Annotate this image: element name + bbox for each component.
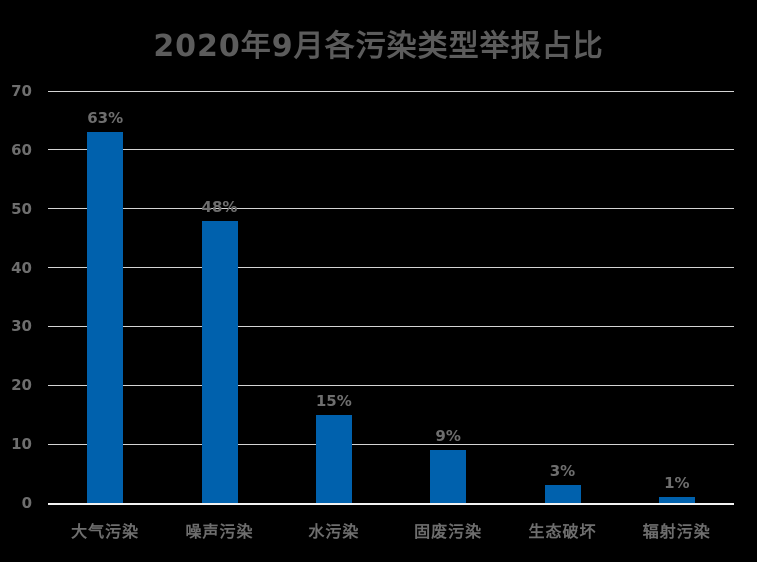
bar-value-label: 48% (201, 197, 238, 216)
y-tick-label: 70 (11, 82, 32, 100)
gridline (48, 267, 734, 269)
bar (658, 497, 695, 503)
bar (544, 485, 581, 503)
gridline (48, 443, 734, 445)
bar-value-label: 15% (315, 391, 352, 410)
x-category-label: 大气污染 (71, 522, 140, 541)
chart-title: 2020年9月各污染类型举报占比 (153, 29, 604, 64)
y-tick-label: 40 (11, 258, 32, 277)
gridline (48, 325, 734, 327)
gridline (48, 384, 734, 386)
bar-value-label: 3% (549, 462, 576, 481)
bar (430, 450, 467, 503)
y-tick-label: 50 (11, 199, 32, 218)
x-category-label: 噪声污染 (185, 522, 254, 541)
plot-area: 63% 48% 15% 9% 3% 1% (48, 90, 734, 505)
x-category-label: 固废污染 (414, 522, 483, 541)
x-category-label: 水污染 (308, 522, 360, 541)
y-tick-label: 30 (11, 317, 32, 336)
x-category-label: 生态破坏 (528, 522, 597, 541)
y-tick-label: 0 (21, 494, 32, 512)
bar-value-label: 63% (87, 109, 124, 128)
x-axis-labels: 大气污染 噪声污染 水污染 固废污染 生态破坏 辐射污染 (48, 518, 734, 542)
y-tick-label: 20 (11, 376, 32, 395)
bar (201, 220, 238, 503)
bar-value-label: 1% (664, 474, 690, 493)
y-tick-label: 60 (11, 140, 32, 159)
bar (315, 414, 352, 503)
gridline (48, 149, 734, 151)
y-axis-labels: 0 10 20 30 40 50 60 70 (0, 82, 32, 512)
y-tick-label: 10 (11, 435, 32, 454)
x-category-label: 辐射污染 (642, 522, 711, 541)
gridline (48, 208, 734, 210)
bar (87, 132, 124, 503)
gridline (48, 90, 734, 92)
bar-value-label: 9% (435, 427, 461, 446)
